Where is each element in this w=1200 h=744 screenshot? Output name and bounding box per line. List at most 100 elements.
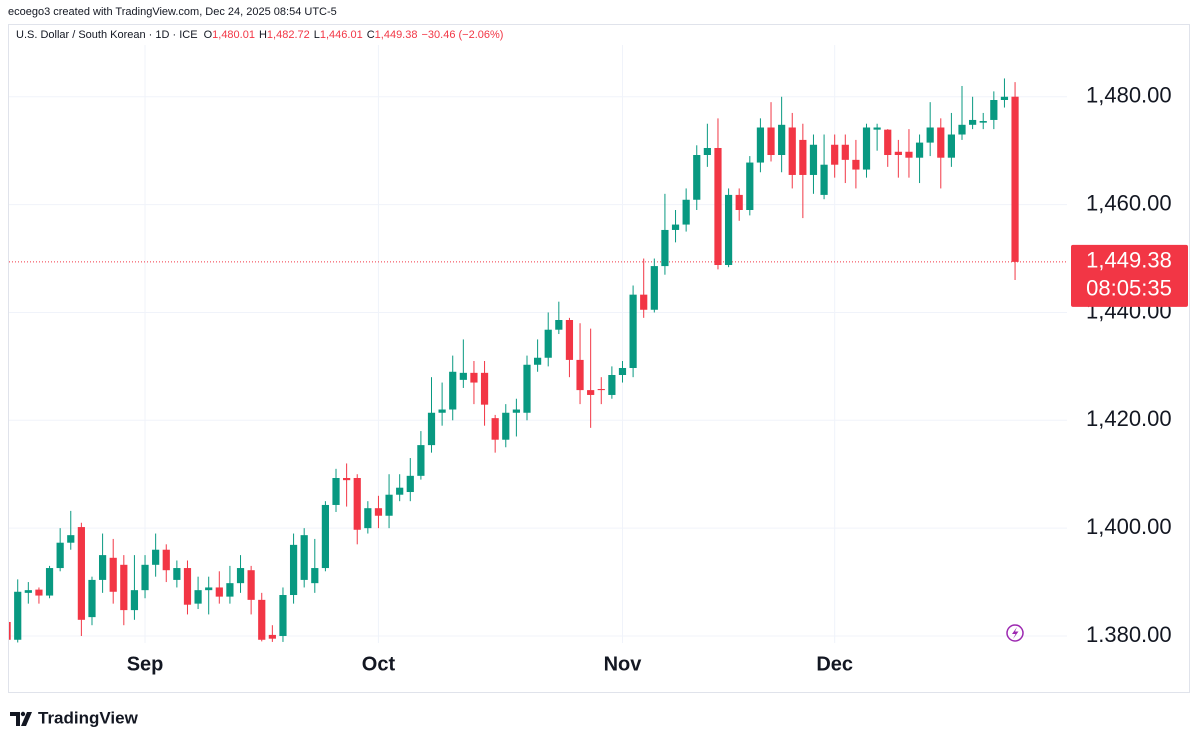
- candle-body: [640, 294, 648, 310]
- candle-body: [417, 445, 425, 476]
- candle-body: [215, 587, 223, 597]
- candle-body: [746, 162, 754, 211]
- candle-body: [98, 555, 107, 580]
- candle-body: [990, 100, 998, 120]
- candle-body: [778, 124, 786, 156]
- symbol: U.S. Dollar / South Korean · 1D · ICE: [16, 29, 198, 41]
- candle-body: [205, 587, 213, 591]
- candle-body: [438, 409, 446, 413]
- legend-line: U.S. Dollar / South Korean · 1D · ICE O1,…: [16, 29, 503, 41]
- alert-bolt: [1012, 627, 1019, 639]
- candle-body: [109, 557, 117, 592]
- candle-body: [597, 389, 605, 391]
- header: ecoego3 created with TradingView.com, De…: [8, 6, 337, 18]
- candle-body: [608, 375, 616, 395]
- candle-body: [809, 144, 818, 175]
- candle-body: [183, 568, 192, 605]
- candle-body: [194, 590, 202, 604]
- candle-body: [77, 527, 85, 620]
- candle-body: [534, 357, 542, 365]
- candle-body: [374, 508, 383, 516]
- candle-body: [618, 367, 627, 376]
- candle-body: [120, 564, 128, 611]
- candle-body: [947, 134, 955, 158]
- y-tick-label: 1,460.00: [1086, 190, 1172, 215]
- candle-body: [332, 477, 340, 505]
- x-tick-label: Nov: [604, 653, 643, 675]
- y-tick-label: 1,400.00: [1086, 514, 1172, 539]
- candle-body: [321, 504, 330, 569]
- candle-body: [724, 194, 733, 266]
- ohlc-value: 1,482.72: [267, 29, 310, 41]
- candle-body: [491, 418, 499, 440]
- chart-frame: [8, 24, 1190, 693]
- candle-body: [523, 364, 531, 413]
- candle-body: [576, 359, 584, 391]
- candle-body: [555, 320, 563, 330]
- candle-body: [364, 508, 372, 529]
- candle-body: [979, 121, 987, 123]
- ohlc-key: L: [314, 29, 320, 41]
- candle-body: [703, 147, 711, 156]
- candle-body: [937, 127, 945, 158]
- candle-body: [226, 583, 234, 597]
- candle-body: [852, 159, 860, 170]
- candle-body: [35, 589, 43, 596]
- candle-body: [841, 144, 849, 160]
- candle-body: [693, 155, 701, 200]
- ohlc-value: 1,449.38: [375, 29, 418, 41]
- y-tick-label: 1,480.00: [1086, 83, 1172, 108]
- price-label: 1,449.38: [1086, 248, 1172, 273]
- candle-body: [512, 409, 520, 413]
- candle-body: [926, 127, 934, 143]
- candle-body: [67, 535, 75, 543]
- candle-body: [88, 579, 96, 618]
- candle-body: [1011, 96, 1019, 262]
- candle-body: [799, 139, 807, 175]
- ohlc-key: O: [204, 29, 213, 41]
- candle-body: [14, 591, 22, 640]
- candle-body: [873, 127, 881, 130]
- candle-body: [915, 142, 924, 158]
- candle-body: [894, 151, 902, 156]
- candle-body: [767, 127, 775, 156]
- candle-body: [141, 564, 149, 591]
- candle-body: [130, 590, 139, 611]
- candle-body: [45, 568, 54, 596]
- candle-body: [788, 127, 796, 175]
- price-label-box: [1071, 244, 1188, 307]
- candle-body: [24, 590, 32, 593]
- candle-body: [236, 568, 245, 584]
- candle-body: [279, 595, 287, 636]
- ohlc-value: 1,480.01: [212, 29, 255, 41]
- alert-icon[interactable]: [1006, 624, 1024, 642]
- candle-body: [671, 224, 680, 230]
- candle-body: [958, 124, 966, 135]
- candle-body: [258, 599, 266, 640]
- candle-body: [629, 294, 637, 368]
- candle-body: [682, 199, 690, 225]
- candle-body: [353, 477, 361, 530]
- candle-body: [735, 194, 743, 211]
- candle-body: [247, 570, 255, 600]
- candle-body: [427, 412, 436, 446]
- candle-body: [9, 621, 11, 640]
- candle-body: [162, 549, 170, 571]
- candle-body: [449, 371, 457, 410]
- plot: [9, 78, 1067, 643]
- candle-body: [396, 487, 404, 495]
- candle-body: [544, 329, 552, 358]
- x-tick-label: Dec: [816, 653, 853, 675]
- candle-body: [831, 144, 839, 165]
- candle-body: [459, 372, 467, 380]
- candle-body: [650, 266, 658, 310]
- y-tick-label: 1,420.00: [1086, 406, 1172, 431]
- ohlc-value: 1,446.01: [320, 29, 363, 41]
- candle-body: [300, 535, 308, 580]
- y-tick-label: 1.380.00: [1086, 622, 1172, 647]
- candle-body: [884, 129, 892, 156]
- countdown: 08:05:35: [1086, 276, 1172, 301]
- candle-body: [502, 412, 510, 440]
- candle-body: [480, 372, 489, 405]
